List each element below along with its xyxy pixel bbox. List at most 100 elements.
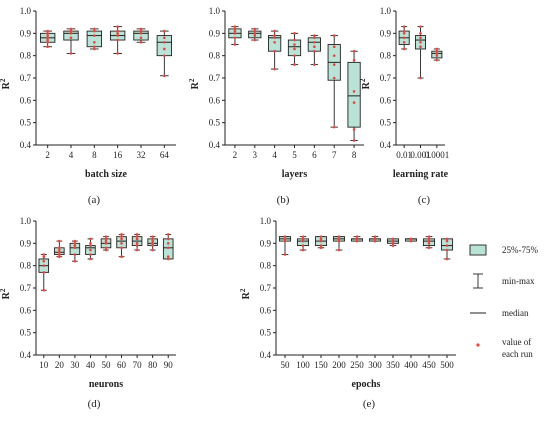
run-point xyxy=(332,125,336,129)
box-group xyxy=(327,34,341,129)
x-axis-label: batch size xyxy=(85,169,128,180)
run-point xyxy=(151,237,154,241)
run-point xyxy=(337,237,341,241)
run-point xyxy=(166,257,170,261)
y-axis-label-superscript: 2 xyxy=(188,78,196,82)
run-point xyxy=(435,49,439,53)
y-tick-label: 0.6 xyxy=(380,95,392,105)
box-group xyxy=(307,34,321,66)
box-group xyxy=(38,253,50,292)
run-point xyxy=(301,239,305,243)
run-point xyxy=(435,47,439,51)
y-tick-label: 0.8 xyxy=(380,51,392,61)
x-tick-label: 3 xyxy=(253,150,258,160)
y-tick-label: 0.8 xyxy=(20,261,32,271)
run-point xyxy=(391,239,395,243)
x-tick-label: 20 xyxy=(55,360,65,370)
run-point xyxy=(58,253,61,256)
run-point xyxy=(427,237,431,241)
y-tick-label: 0.7 xyxy=(20,283,32,293)
run-point xyxy=(116,25,119,28)
run-point xyxy=(332,54,336,57)
run-point xyxy=(301,235,305,238)
run-point xyxy=(151,244,154,247)
x-tick-label: 4 xyxy=(272,150,277,160)
y-tick-label: 0.9 xyxy=(20,238,32,248)
run-point xyxy=(116,32,119,35)
run-point xyxy=(253,29,257,33)
run-point xyxy=(293,38,296,42)
y-tick-label: 0.4 xyxy=(209,140,221,150)
run-point xyxy=(42,255,46,259)
run-point xyxy=(58,239,61,243)
y-axis-label-superscript: 2 xyxy=(0,78,7,82)
run-point xyxy=(445,244,449,247)
box-group xyxy=(131,233,143,252)
y-axis-label-text: R xyxy=(190,81,201,89)
x-tick-label: 8 xyxy=(92,150,97,160)
y-tick-label: 0.5 xyxy=(20,118,32,128)
run-point xyxy=(135,244,139,247)
run-point xyxy=(104,239,108,243)
x-tick-label: 60 xyxy=(117,360,127,370)
box-group xyxy=(85,237,96,261)
x-axis-label: neurons xyxy=(89,379,123,390)
x-tick-label: 90 xyxy=(164,360,174,370)
run-point xyxy=(253,32,257,35)
run-point xyxy=(89,257,92,261)
x-tick-label: 0.01 xyxy=(396,150,412,160)
box-group xyxy=(100,235,112,252)
run-point xyxy=(116,38,119,42)
panel-label: (a) xyxy=(88,194,101,206)
x-axis-label: learning rate xyxy=(393,169,449,180)
y-tick-label: 0.4 xyxy=(20,140,32,150)
box-iqr xyxy=(86,30,103,48)
run-point xyxy=(435,52,439,55)
box-group xyxy=(268,29,282,71)
box-group xyxy=(86,27,103,51)
box-group xyxy=(404,237,418,243)
run-point xyxy=(93,45,96,49)
run-point xyxy=(253,34,257,37)
run-point xyxy=(233,32,237,35)
legend: 25%-75% min-max median value of each run xyxy=(469,244,538,359)
run-point xyxy=(104,248,108,252)
run-point xyxy=(352,128,356,131)
run-point xyxy=(163,40,166,44)
x-tick-label: 100 xyxy=(296,360,310,370)
x-tick-label: 2 xyxy=(45,150,50,160)
x-tick-label: 400 xyxy=(404,360,418,370)
y-tick-label: 0.8 xyxy=(260,261,272,271)
run-point xyxy=(419,32,422,35)
run-point xyxy=(69,29,73,33)
run-point xyxy=(151,239,154,243)
panel-label: (b) xyxy=(277,194,290,206)
y-tick-label: 0.9 xyxy=(209,28,221,38)
run-point xyxy=(293,32,296,35)
y-tick-label: 1.0 xyxy=(380,6,392,16)
y-axis-label-superscript: 2 xyxy=(239,288,247,292)
run-point xyxy=(319,244,323,247)
run-point xyxy=(166,242,170,245)
run-point xyxy=(233,29,237,33)
run-point xyxy=(139,36,143,40)
run-point xyxy=(301,237,305,241)
run-point xyxy=(435,54,439,57)
run-point xyxy=(120,233,123,236)
run-point xyxy=(151,242,154,245)
y-tick-label: 0.6 xyxy=(260,305,272,315)
run-point xyxy=(283,235,287,238)
y-tick-label: 0.6 xyxy=(209,95,221,105)
x-tick-label: 200 xyxy=(332,360,346,370)
box-group xyxy=(69,239,81,263)
run-point xyxy=(104,246,108,250)
y-tick-label: 0.4 xyxy=(260,350,272,360)
run-point xyxy=(373,239,377,243)
run-point xyxy=(139,27,143,31)
run-point xyxy=(120,246,123,250)
run-point xyxy=(151,235,154,238)
y-tick-label: 0.5 xyxy=(380,118,392,128)
